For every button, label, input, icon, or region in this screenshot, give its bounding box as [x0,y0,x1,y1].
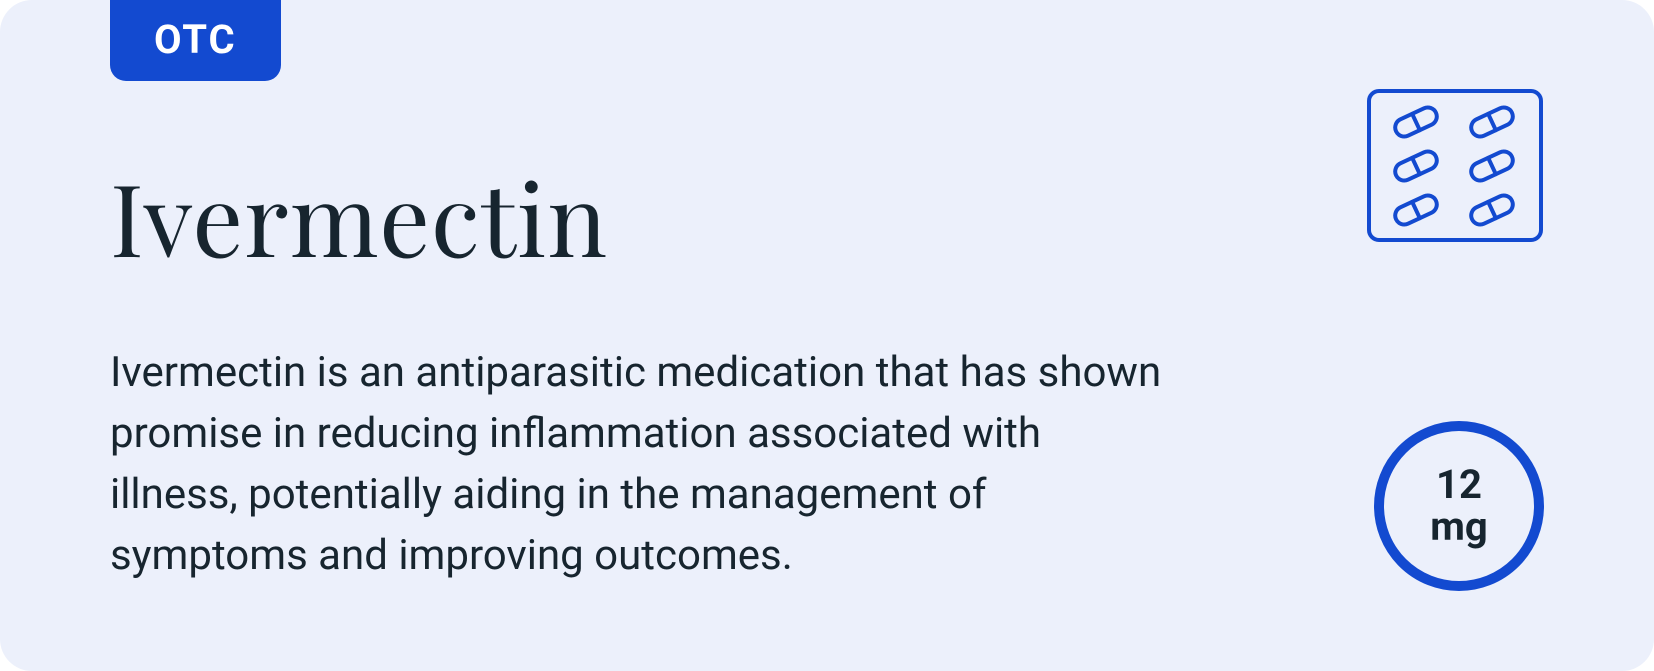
dosage-unit: mg [1430,506,1488,548]
dosage-badge: 12 mg [1374,421,1544,591]
medication-card: OTC Ivermectin Ivermectin is an antipara… [0,0,1654,671]
drug-description: Ivermectin is an antiparasitic medicatio… [110,343,1170,587]
otc-badge: OTC [110,0,281,81]
badge-label: OTC [154,16,237,63]
drug-name: Ivermectin [110,150,1210,283]
card-content: Ivermectin Ivermectin is an antiparasiti… [110,150,1210,587]
dosage-value: 12 [1436,464,1482,506]
pill-pack-icon [1366,88,1544,243]
